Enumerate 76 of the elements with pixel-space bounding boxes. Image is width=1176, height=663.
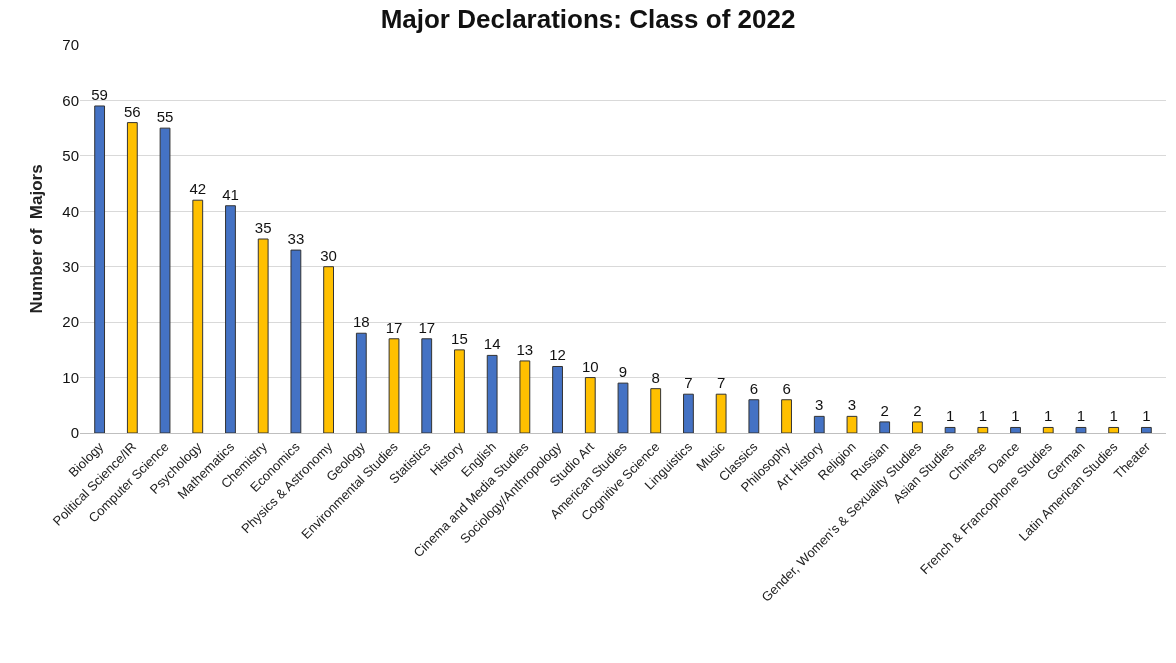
y-tick-label: 0: [70, 424, 79, 442]
data-label: 2: [913, 401, 922, 419]
data-label: 1: [1044, 407, 1053, 425]
data-label: 55: [156, 108, 174, 126]
data-label: 59: [91, 85, 108, 103]
bar: [454, 349, 465, 433]
y-tick-label: 50: [62, 147, 79, 165]
data-label: 3: [847, 396, 857, 414]
data-label: 12: [549, 346, 566, 364]
data-label: 1: [978, 407, 987, 425]
data-label: 17: [418, 318, 436, 336]
bar: [715, 393, 727, 433]
bar: [355, 332, 367, 433]
bar: [879, 421, 891, 433]
bar: [1042, 426, 1054, 433]
y-tick-label: 40: [62, 202, 79, 220]
data-label: 8: [651, 368, 660, 386]
bar: [977, 426, 989, 433]
data-label: 1: [1109, 407, 1118, 425]
data-label: 13: [516, 340, 534, 358]
y-tick-label: 20: [62, 313, 79, 331]
y-tick-label: 70: [62, 36, 79, 54]
bar: [290, 249, 302, 433]
data-label: 6: [749, 379, 759, 397]
y-tick-label: 10: [62, 368, 79, 386]
bar: [421, 338, 433, 433]
data-label: 30: [320, 246, 337, 264]
bar: [225, 205, 236, 433]
bar: [257, 238, 269, 433]
bar: [126, 122, 138, 433]
data-label: 7: [684, 374, 693, 392]
data-label: 41: [222, 185, 239, 203]
data-label: 9: [618, 363, 628, 381]
chart-title: Major Declarations: Class of 2022: [380, 4, 796, 35]
data-label: 7: [716, 374, 726, 392]
bar: [584, 377, 596, 433]
data-label: 10: [581, 357, 599, 375]
bar: [748, 399, 760, 433]
bar: [1140, 426, 1152, 433]
bar: [323, 266, 335, 433]
bar: [781, 399, 792, 433]
bar: [944, 426, 956, 433]
bar: [486, 354, 498, 433]
y-tick-label: 30: [62, 257, 79, 275]
data-label: 1: [1011, 407, 1020, 425]
bar: [552, 365, 563, 433]
data-label: 42: [189, 180, 207, 198]
data-label: 15: [451, 329, 468, 347]
bar: [1010, 426, 1021, 433]
data-label: 33: [287, 230, 305, 248]
bar: [1075, 426, 1087, 433]
data-label: 3: [815, 396, 824, 414]
data-label: 14: [483, 335, 501, 353]
data-label: 1: [1076, 407, 1086, 425]
bar: [1108, 426, 1120, 433]
data-label: 2: [880, 401, 889, 419]
y-tick-label: 60: [62, 91, 79, 109]
data-label: 1: [1142, 407, 1151, 425]
bar: [846, 415, 858, 433]
bar: [192, 199, 204, 433]
bar: [911, 421, 923, 433]
bar: [813, 415, 825, 433]
data-label: 56: [123, 102, 141, 120]
data-label: 35: [254, 219, 272, 236]
data-label: 17: [385, 318, 403, 336]
data-label: 1: [945, 407, 955, 425]
bar: [159, 127, 171, 433]
bar: [94, 105, 106, 433]
bar: [388, 338, 400, 433]
bar: [617, 382, 629, 433]
bar: [683, 393, 694, 433]
y-axis-title: Number of Majors: [26, 164, 46, 314]
data-label: 6: [782, 379, 791, 397]
bar: [519, 360, 531, 433]
data-label: 18: [352, 313, 370, 331]
bar: [650, 388, 662, 433]
